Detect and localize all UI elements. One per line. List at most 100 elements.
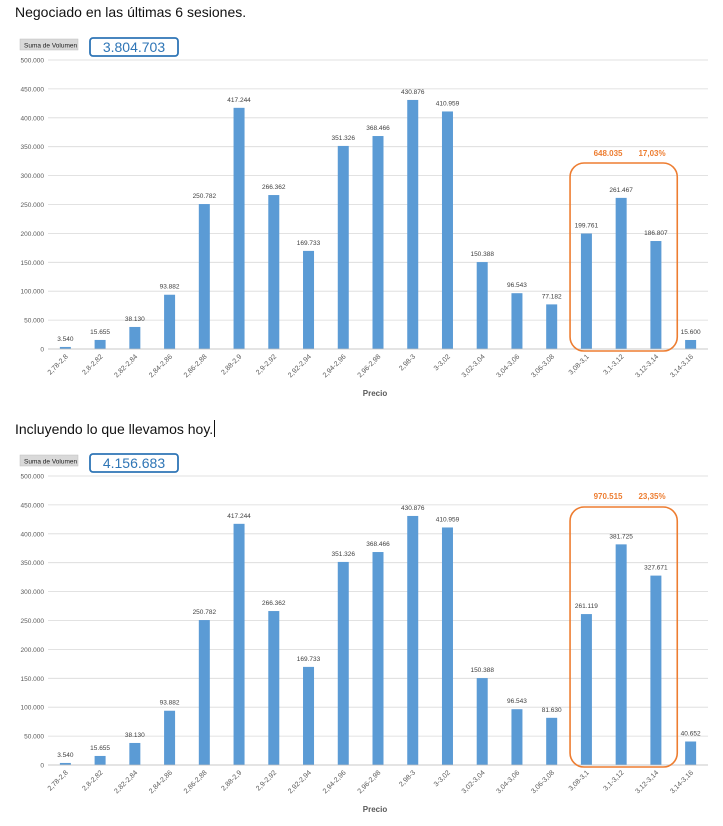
bar — [198, 620, 210, 765]
chart1-caption: Negociado en las últimas 6 sesiones. — [15, 4, 246, 20]
data-label: 186.807 — [644, 230, 668, 237]
data-label: 410.959 — [436, 100, 460, 107]
chart1-caption-text: Negociado en las últimas 6 sesiones. — [15, 4, 247, 20]
bar — [546, 304, 558, 349]
data-label: 15.655 — [90, 745, 110, 752]
bar — [615, 197, 627, 349]
x-tick-label: 3,08-3,1 — [568, 353, 591, 376]
data-label: 150.388 — [470, 667, 494, 674]
bar — [511, 709, 523, 765]
y-tick-label: 250.000 — [21, 202, 45, 209]
data-label: 150.388 — [470, 251, 494, 258]
chart-svg: Suma de Volumen 3.804.703 0 50.000 100.000 15… — [19, 37, 708, 398]
data-label: 381.725 — [609, 533, 633, 540]
x-tick-label: 2,94-2,96 — [322, 769, 348, 795]
chart2-caption: Incluyendo lo que llevamos hoy. — [15, 420, 216, 437]
data-label: 40.652 — [681, 731, 701, 738]
chart2-caption-text: Incluyendo lo que llevamos hoy. — [15, 421, 214, 437]
bar — [372, 136, 384, 349]
volume-chart-6-sessions: Suma de Volumen 3.804.703 0 50.000 100.000 15… — [0, 30, 723, 402]
bar — [233, 523, 245, 765]
y-tick-label: 200.000 — [21, 647, 45, 654]
total-box-frame — [89, 37, 179, 57]
bar — [615, 544, 627, 765]
data-label: 15.600 — [681, 329, 701, 336]
data-label: 199.761 — [575, 223, 599, 230]
bar — [129, 742, 141, 765]
bar — [580, 233, 592, 349]
volume-chart-including-today: Suma de Volumen 4.156.683 0 50.000 100.000 15… — [0, 446, 723, 818]
x-tick-label: 3,02-3,04 — [461, 769, 487, 795]
y-tick-label: 0 — [40, 347, 44, 354]
x-tick-label: 2,9-2,92 — [255, 769, 278, 792]
x-tick-label: 3,04-3,06 — [495, 353, 521, 379]
x-tick-label: 2,98-3 — [398, 769, 417, 788]
highlight-box — [569, 506, 679, 768]
x-tick-label: 3-3,02 — [433, 769, 452, 788]
data-label: 38.130 — [125, 316, 145, 323]
x-axis-title: Precio — [363, 805, 388, 814]
data-label: 430.876 — [401, 89, 425, 96]
total-value: 4.156.683 — [103, 455, 165, 471]
y-tick-label: 450.000 — [21, 86, 45, 93]
y-tick-label: 300.000 — [21, 173, 45, 180]
data-label: 169.733 — [297, 656, 321, 663]
data-label: 417.244 — [227, 97, 251, 104]
bar — [372, 552, 384, 765]
x-tick-label: 3,14-3,16 — [669, 769, 695, 795]
field-button-bg — [19, 454, 79, 467]
bar — [303, 250, 315, 349]
y-tick-label: 350.000 — [21, 144, 45, 151]
bar — [164, 710, 176, 765]
x-tick-label: 3,06-3,08 — [530, 769, 556, 795]
x-tick-label: 2,84-2,86 — [148, 353, 174, 379]
data-label: 351.326 — [332, 135, 356, 142]
x-tick-label: 2,96-2,98 — [357, 353, 383, 379]
y-tick-label: 350.000 — [21, 560, 45, 567]
data-label: 410.959 — [436, 516, 460, 523]
chart-svg: Suma de Volumen 4.156.683 0 50.000 100.000 15… — [19, 453, 708, 814]
x-tick-label: 2,86-2,88 — [183, 769, 209, 795]
data-label: 3.540 — [57, 752, 74, 759]
data-label: 77.182 — [542, 293, 562, 300]
x-tick-label: 2,8-2,82 — [81, 769, 104, 792]
data-label: 368.466 — [366, 541, 390, 548]
bar — [650, 241, 662, 349]
y-tick-label: 150.000 — [21, 260, 45, 267]
y-tick-label: 200.000 — [21, 231, 45, 238]
bar — [476, 678, 488, 765]
bar — [59, 346, 71, 349]
bar — [685, 339, 697, 349]
field-button: Suma de Volumen — [19, 454, 79, 467]
x-tick-label: 2,94-2,96 — [322, 353, 348, 379]
data-label: 169.733 — [297, 240, 321, 247]
field-button-bg — [19, 38, 79, 51]
x-axis-title: Precio — [363, 389, 388, 398]
x-tick-label: 3,04-3,06 — [495, 769, 521, 795]
bar — [650, 575, 662, 765]
field-button: Suma de Volumen — [19, 38, 79, 51]
x-tick-label: 2,9-2,92 — [255, 353, 278, 376]
y-tick-label: 50.000 — [24, 318, 44, 325]
total-box-frame — [89, 453, 179, 473]
highlight-group: 648.035 17,03% — [569, 149, 679, 352]
bar — [580, 614, 592, 765]
highlight-percent: 17,03% — [638, 149, 665, 158]
data-label: 93.882 — [160, 284, 180, 291]
highlight-sum: 970.515 — [594, 492, 623, 501]
y-tick-label: 0 — [40, 763, 44, 770]
x-tick-label: 3,14-3,16 — [669, 353, 695, 379]
data-label: 3.540 — [57, 336, 74, 343]
data-label: 261.119 — [575, 603, 598, 610]
bar — [441, 111, 453, 349]
y-tick-label: 400.000 — [21, 115, 45, 122]
x-tick-label: 2,96-2,98 — [357, 769, 383, 795]
total-box: 3.804.703 — [89, 37, 179, 57]
y-tick-label: 100.000 — [21, 705, 45, 712]
bar — [546, 717, 558, 765]
x-tick-label: 3,1-3,12 — [602, 769, 625, 792]
text-cursor — [214, 420, 216, 437]
x-tick-label: 2,92-2,94 — [287, 353, 313, 379]
field-button-label: Suma de Volumen — [24, 459, 78, 466]
bar — [511, 293, 523, 349]
